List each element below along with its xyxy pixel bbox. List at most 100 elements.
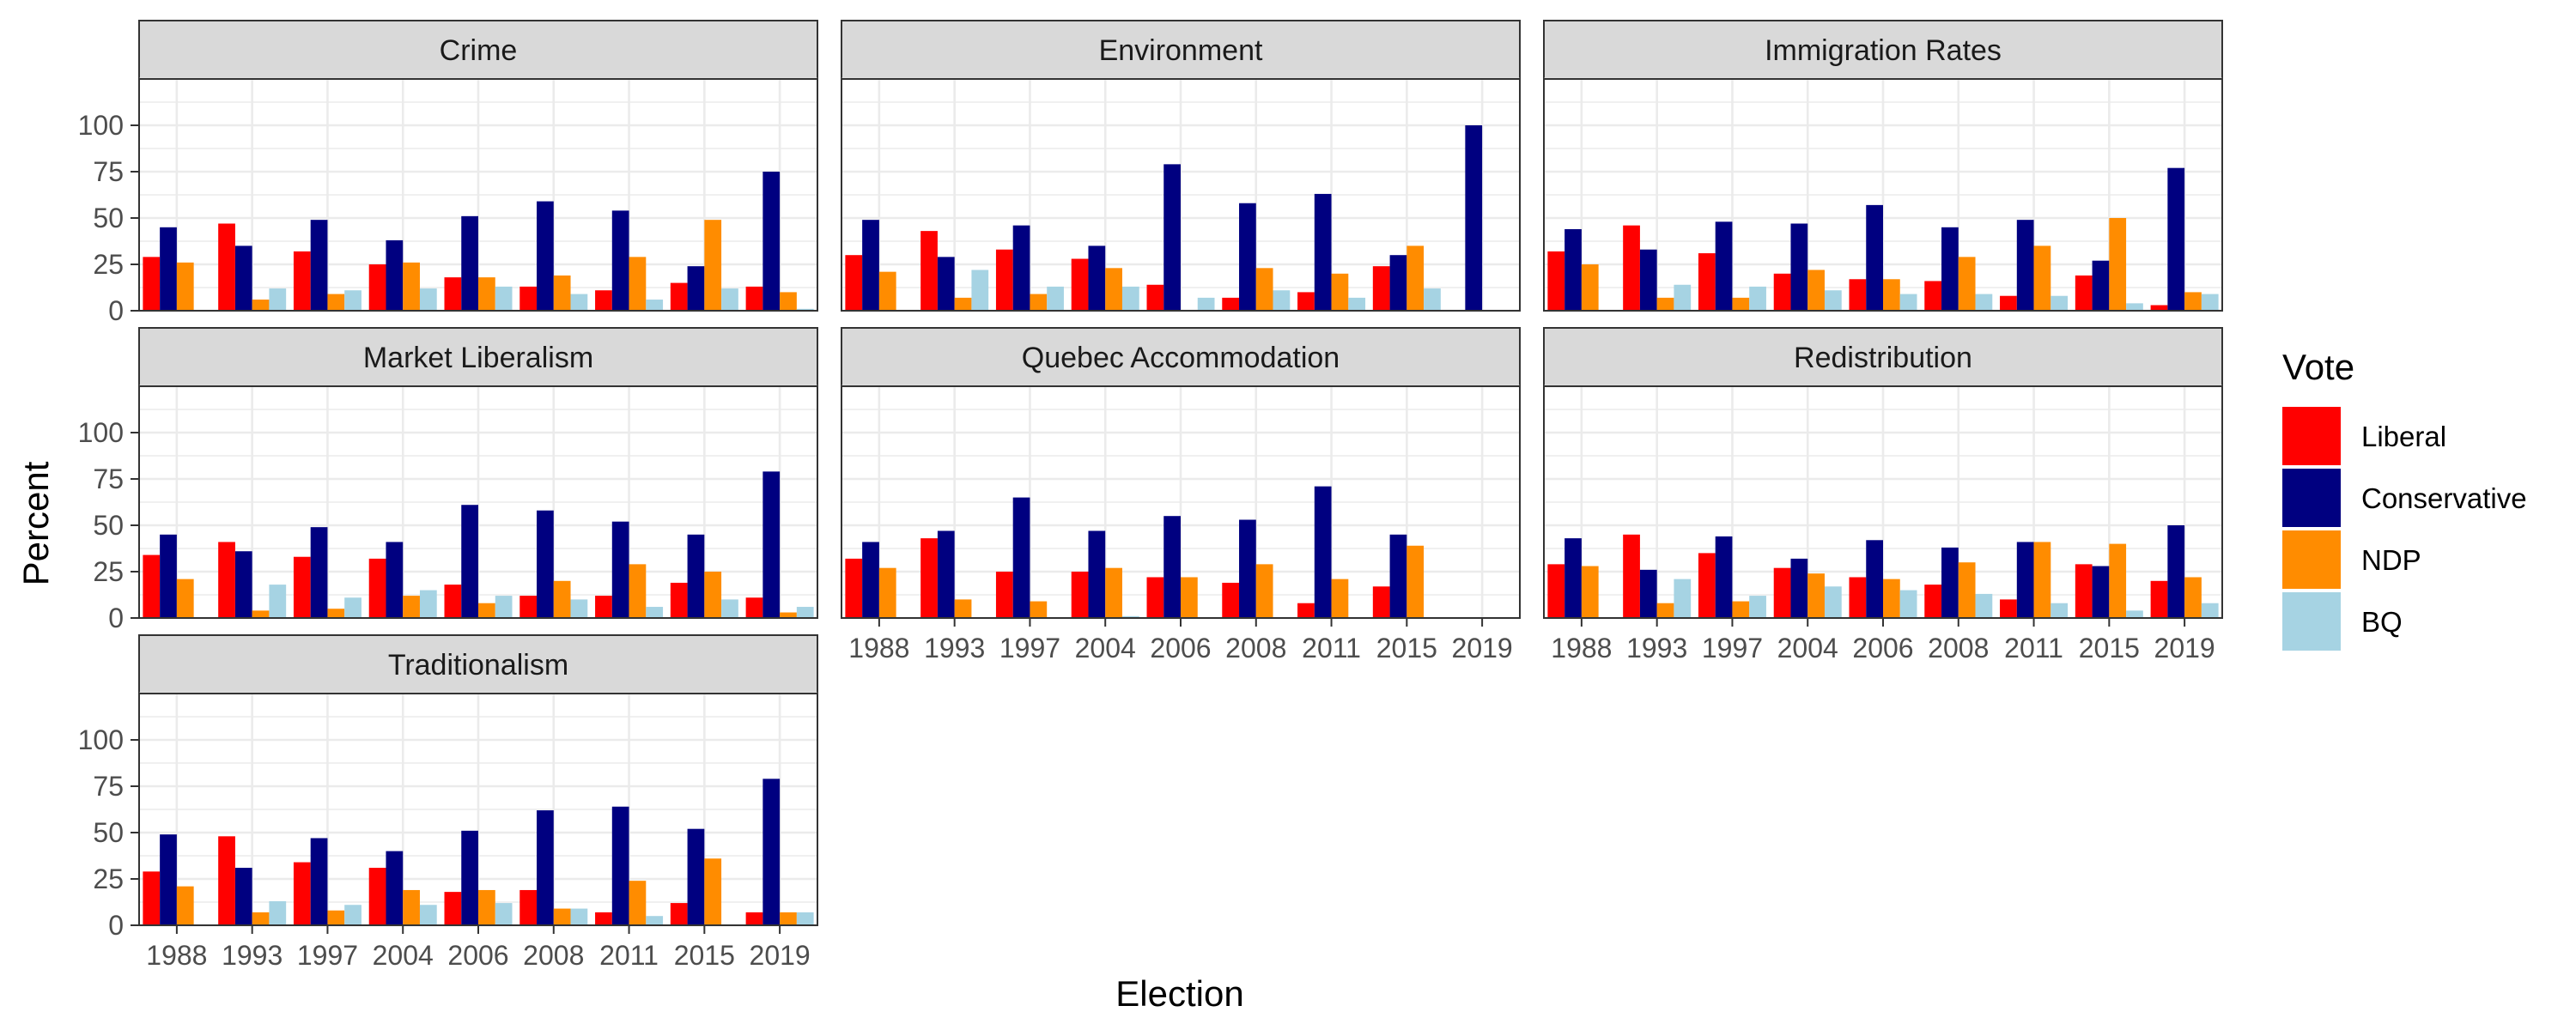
- x-tick-label: 2004: [1777, 633, 1838, 663]
- bar-bq-2006: [495, 596, 513, 618]
- bar-liberal-2004: [1071, 258, 1089, 311]
- y-tick-label: 100: [78, 724, 124, 755]
- panel-border: [138, 385, 818, 619]
- bar-liberal-1993: [218, 542, 235, 618]
- bar-conservative-2006: [1163, 164, 1181, 311]
- x-tick-label: 2019: [2154, 633, 2215, 663]
- panel-quebec-accommodation: Quebec Accommodation 1988 1993 1997 2004 2006…: [841, 327, 1521, 663]
- bar-conservative-2019: [2167, 525, 2185, 618]
- bar-conservative-2011: [611, 210, 629, 311]
- bar-conservative-2011: [2016, 220, 2034, 311]
- y-tick-label: 75: [93, 156, 124, 187]
- legend-label-ndp: NDP: [2361, 544, 2421, 576]
- bar-bq-2011: [646, 607, 664, 618]
- bar-bq-1993: [269, 585, 287, 618]
- legend-key-ndp: [2282, 530, 2341, 589]
- panel-strip: [1543, 327, 2223, 387]
- bar-bq-2004: [419, 288, 437, 311]
- y-tick-label: 0: [108, 910, 124, 941]
- bar-conservative-2008: [537, 810, 554, 925]
- bar-liberal-1988: [143, 554, 161, 618]
- bar-ndp-2019: [780, 292, 797, 311]
- bar-liberal-1988: [143, 257, 161, 311]
- bar-ndp-1997: [327, 294, 345, 311]
- panel-environment: Environment: [841, 20, 1521, 312]
- bar-bq-1993: [1674, 284, 1692, 311]
- bar-ndp-2015: [704, 220, 722, 311]
- bar-bq-2004: [1824, 290, 1842, 311]
- legend-title: Vote: [2282, 347, 2354, 387]
- bar-conservative-2004: [1790, 558, 1808, 618]
- bar-bq-1993: [269, 288, 287, 311]
- bar-ndp-2015: [704, 572, 722, 618]
- bar-conservative-2004: [1790, 223, 1808, 311]
- y-tick-label: 25: [93, 556, 124, 587]
- bar-ndp-2011: [629, 564, 647, 618]
- bar-conservative-1997: [1012, 497, 1030, 618]
- bar-ndp-2008: [553, 580, 571, 618]
- bar-conservative-1993: [937, 530, 955, 618]
- x-axis-title: Election: [1115, 973, 1243, 1014]
- panel-border: [1543, 78, 2223, 312]
- bar-bq-1993: [1674, 579, 1692, 618]
- bar-conservative-2004: [386, 239, 404, 311]
- bar-ndp-2008: [1958, 562, 1976, 618]
- bar-conservative-2004: [386, 542, 404, 618]
- bar-ndp-2019: [2184, 292, 2202, 311]
- bar-ndp-2015: [1406, 545, 1425, 618]
- bar-liberal-2006: [1146, 577, 1164, 618]
- panel-strip: [841, 327, 1521, 387]
- bar-conservative-1997: [310, 220, 328, 311]
- bar-ndp-2015: [2109, 543, 2127, 618]
- bar-conservative-2008: [1941, 547, 1959, 618]
- bar-liberal-2015: [2075, 275, 2093, 311]
- bar-bq-2019: [796, 912, 814, 925]
- bar-ndp-1993: [954, 297, 972, 311]
- bar-bq-1997: [1047, 286, 1064, 311]
- y-tick-label: 75: [93, 771, 124, 802]
- bar-liberal-2015: [670, 582, 688, 618]
- bar-ndp-1997: [1732, 297, 1750, 311]
- bar-ndp-2011: [1331, 273, 1349, 311]
- bar-bq-2008: [1975, 294, 1993, 311]
- legend-label-conservative: Conservative: [2361, 482, 2527, 514]
- bar-ndp-1993: [252, 300, 270, 311]
- bar-bq-2008: [1273, 290, 1291, 311]
- x-tick-label: 1993: [1626, 633, 1687, 663]
- bar-liberal-2011: [1297, 292, 1315, 311]
- bar-ndp-1997: [1030, 601, 1048, 618]
- bar-conservative-1993: [234, 245, 252, 311]
- x-tick-label: 1997: [1702, 633, 1763, 663]
- bar-ndp-1997: [1732, 601, 1750, 618]
- bar-ndp-2019: [780, 912, 797, 925]
- y-tick-label: 25: [93, 863, 124, 894]
- bar-liberal-2019: [745, 286, 763, 311]
- bars: [143, 471, 814, 618]
- panel-title: Crime: [440, 34, 518, 67]
- bar-ndp-2006: [1883, 579, 1900, 618]
- y-tick-label: 50: [93, 817, 124, 848]
- bar-ndp-2006: [1883, 279, 1900, 311]
- bar-conservative-1988: [160, 834, 177, 925]
- x-tick-label: 2004: [373, 940, 434, 971]
- bar-conservative-2008: [537, 201, 554, 311]
- bar-conservative-2006: [1866, 540, 1883, 618]
- bar-bq-2015: [721, 288, 738, 311]
- bar-ndp-1988: [1581, 264, 1599, 311]
- bar-conservative-2004: [1088, 245, 1106, 311]
- x-tick-label: 1997: [999, 633, 1060, 663]
- bar-conservative-1997: [310, 527, 328, 618]
- bar-liberal-1997: [293, 251, 311, 311]
- bar-liberal-2004: [368, 264, 386, 311]
- bar-conservative-2015: [687, 266, 705, 311]
- bar-liberal-2019: [2150, 580, 2168, 618]
- bar-ndp-2004: [403, 262, 420, 311]
- bar-bq-1997: [344, 290, 361, 311]
- bar-conservative-2011: [1314, 193, 1332, 311]
- bar-liberal-1993: [218, 223, 235, 311]
- bar-ndp-2004: [1105, 268, 1122, 311]
- bar-conservative-1997: [310, 838, 328, 925]
- bar-liberal-1988: [845, 255, 863, 311]
- x-tick-label: 2019: [1452, 633, 1513, 663]
